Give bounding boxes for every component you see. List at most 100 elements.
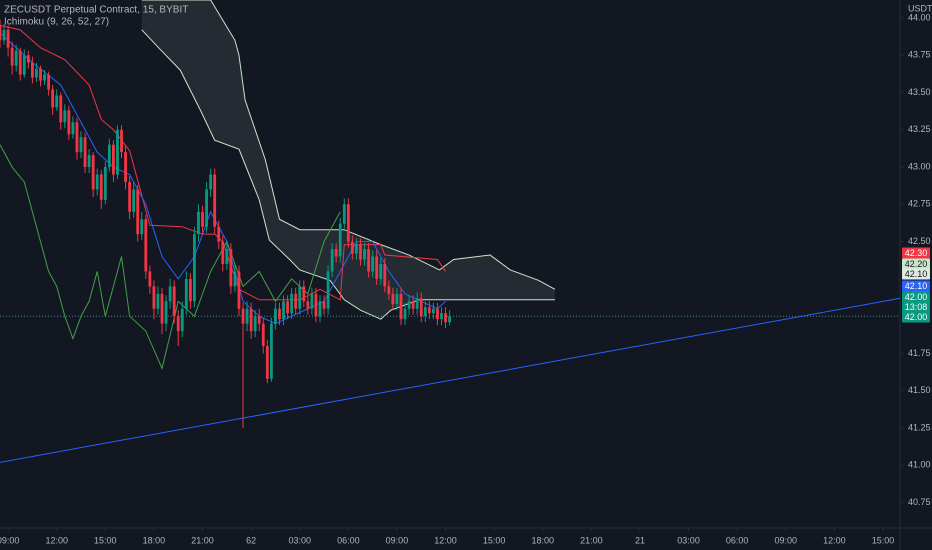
- price-badge-label: 42.30: [905, 248, 928, 258]
- x-tick-label: 21:00: [580, 535, 603, 545]
- candle-body: [87, 155, 91, 168]
- cloud-fill: [141, 0, 555, 320]
- candle-body: [290, 293, 294, 314]
- candle-body: [237, 271, 241, 309]
- chart-title: ZECUSDT Perpetual Contract, 15, BYBIT: [4, 5, 188, 16]
- price-badge: [902, 258, 930, 270]
- candle-body: [124, 152, 127, 182]
- price-badge: [902, 311, 930, 323]
- candle-body: [342, 204, 346, 224]
- candle-body: [164, 301, 168, 324]
- price-badge-label: 42.10: [905, 269, 928, 279]
- candle-body: [350, 241, 354, 254]
- x-tick-label: 21:00: [191, 535, 214, 545]
- candle-body: [116, 129, 119, 175]
- price-badge: [902, 280, 930, 292]
- candle-body: [440, 313, 443, 320]
- candle-body: [213, 174, 217, 227]
- y-tick-label: 41.50: [908, 385, 931, 395]
- candle-body: [107, 144, 111, 168]
- x-tick-label: 12:00: [823, 535, 846, 545]
- candle-body: [448, 316, 452, 323]
- price-badge: [902, 268, 930, 280]
- candle-body: [346, 204, 350, 242]
- candle-body: [152, 286, 156, 309]
- candle-body: [128, 181, 132, 212]
- candle-body: [140, 219, 144, 235]
- candle-body: [274, 308, 277, 324]
- price-badge: [902, 301, 930, 313]
- candle-body: [444, 313, 447, 323]
- candle-body: [436, 308, 439, 320]
- candle-body: [71, 122, 75, 135]
- indicator-line: [0, 32, 446, 325]
- candle-body: [144, 219, 148, 272]
- indicator-label: Ichimoku (9, 26, 52, 27): [4, 17, 109, 28]
- x-tick-label: 15:00: [483, 535, 506, 545]
- price-badge-label: 13:08: [905, 302, 928, 312]
- x-tick-label: 18:00: [531, 535, 554, 545]
- y-tick-label: 43.75: [908, 50, 931, 60]
- candle-body: [306, 301, 310, 309]
- candle-body: [184, 278, 188, 309]
- axes: 44.00 43.75 43.50 43.25 43.00 42.75 42.50 41.75…: [0, 12, 931, 545]
- candle-body: [30, 62, 34, 78]
- candle-body: [225, 249, 229, 264]
- candle-body: [359, 244, 362, 260]
- candle-body: [59, 95, 63, 123]
- candle-body: [265, 346, 269, 379]
- candle-body: [111, 144, 115, 175]
- price-badge: [902, 247, 930, 259]
- x-tick-label: 12:00: [45, 535, 68, 545]
- candle-body: [132, 189, 136, 212]
- candle-body: [6, 29, 10, 48]
- candle-body: [95, 174, 99, 190]
- candle-body: [26, 55, 30, 63]
- candle-body: [180, 308, 184, 332]
- candle-body: [245, 308, 249, 324]
- candle-body: [14, 50, 18, 66]
- candle-body: [43, 74, 46, 81]
- y-tick-label: 41.00: [908, 460, 931, 470]
- candle-body: [286, 301, 289, 314]
- candle-body: [294, 293, 298, 309]
- candle-body: [257, 316, 261, 324]
- candle-body: [330, 249, 334, 272]
- candle-body: [47, 74, 51, 90]
- candle-body: [423, 307, 427, 317]
- candle-body: [217, 226, 221, 242]
- candle-body: [371, 256, 375, 272]
- x-tick-label: 09:00: [386, 535, 409, 545]
- candle-body: [39, 68, 42, 81]
- candle-body: [193, 234, 196, 302]
- price-badge-label: 42.00: [905, 312, 928, 322]
- candle-body: [201, 211, 204, 227]
- x-tick-label: 03:00: [288, 535, 311, 545]
- candle-body: [367, 249, 371, 272]
- axis-unit: USDT: [908, 3, 932, 13]
- candle-body: [253, 316, 257, 332]
- candle-body: [233, 271, 237, 287]
- candle-body: [0, 25, 2, 41]
- candle-body: [427, 307, 431, 314]
- y-tick-label: 41.75: [908, 348, 931, 358]
- candle-body: [379, 263, 383, 279]
- candle-body: [326, 271, 330, 309]
- price-badge-label: 42.20: [905, 259, 928, 269]
- candle-body: [120, 129, 123, 153]
- candle-body: [51, 89, 55, 108]
- price-badge: [902, 291, 930, 303]
- y-tick-label: 43.00: [908, 161, 931, 171]
- candle-body: [209, 174, 213, 190]
- x-tick-label: 21: [635, 535, 645, 545]
- candle-body: [363, 249, 366, 260]
- candle-body: [79, 137, 83, 153]
- cloud-upper: [141, 0, 556, 290]
- candle-body: [419, 298, 423, 317]
- trendline: [0, 297, 900, 463]
- x-tick-label: 15:00: [94, 535, 117, 545]
- candle-body: [168, 286, 172, 302]
